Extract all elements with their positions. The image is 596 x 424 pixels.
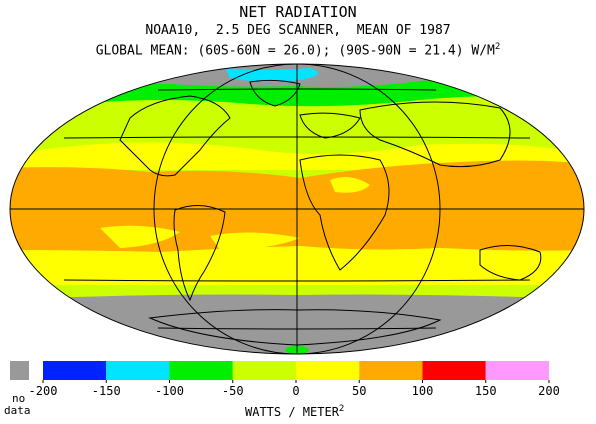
legend-tick-label: 100	[411, 384, 434, 398]
global-mean-text: GLOBAL MEAN: (60S-60N = 26.0); (90S-90N …	[95, 43, 495, 59]
units-label: WATTS / METER2	[245, 404, 344, 419]
coast-south-america	[173, 205, 226, 302]
legend-tick-label: 0	[292, 384, 300, 398]
legend-tick-label: 150	[474, 384, 497, 398]
units-text: WATTS / METER	[245, 405, 339, 419]
legend-tick-label: -150	[91, 384, 121, 398]
units-exponent: 2	[338, 404, 345, 414]
no-data-swatch	[10, 361, 29, 380]
legend-bin-7	[485, 361, 549, 380]
legend-tick-label: -50	[221, 384, 244, 398]
figure-title: NET RADIATION	[239, 3, 357, 21]
legend-bin-1	[106, 361, 170, 380]
legend-bins	[42, 361, 550, 383]
figure-subtitle: NOAA10, 2.5 DEG SCANNER, MEAN OF 1987	[145, 23, 451, 38]
global-mean-line: GLOBAL MEAN: (60S-60N = 26.0); (90S-90N …	[0, 42, 596, 58]
graticule	[9, 63, 585, 355]
legend-tick-label: -100	[155, 384, 184, 398]
coast-australia	[479, 245, 542, 281]
legend-bin-0	[43, 361, 107, 380]
legend-tick-label: 200	[538, 384, 560, 398]
legend-bin-3	[232, 361, 296, 380]
legend-bin-6	[422, 361, 486, 380]
coast-greenland	[249, 79, 301, 107]
legend-tick-label: -200	[28, 384, 58, 398]
map-frame	[9, 63, 585, 355]
legend-tick-label: 50	[352, 384, 367, 398]
no-data-label-line1: no	[12, 392, 26, 405]
legend-bin-2	[169, 361, 233, 380]
region-greenland-negative	[225, 68, 318, 82]
coast-asia	[359, 101, 511, 168]
coast-north-america	[119, 95, 231, 177]
patch-sahara	[330, 176, 370, 193]
band-south-subtropic	[10, 246, 584, 290]
global-mean-exponent: 2	[494, 42, 501, 52]
legend-bin-5	[359, 361, 423, 380]
coast-africa	[299, 154, 390, 271]
no-data-label-line2: data	[4, 404, 31, 417]
patch-atlantic	[210, 232, 300, 250]
coast-antarctica	[148, 309, 442, 346]
patch-south-america	[100, 225, 180, 248]
coast-europe	[299, 112, 361, 139]
legend-bin-4	[296, 361, 360, 380]
coastlines	[119, 79, 542, 346]
